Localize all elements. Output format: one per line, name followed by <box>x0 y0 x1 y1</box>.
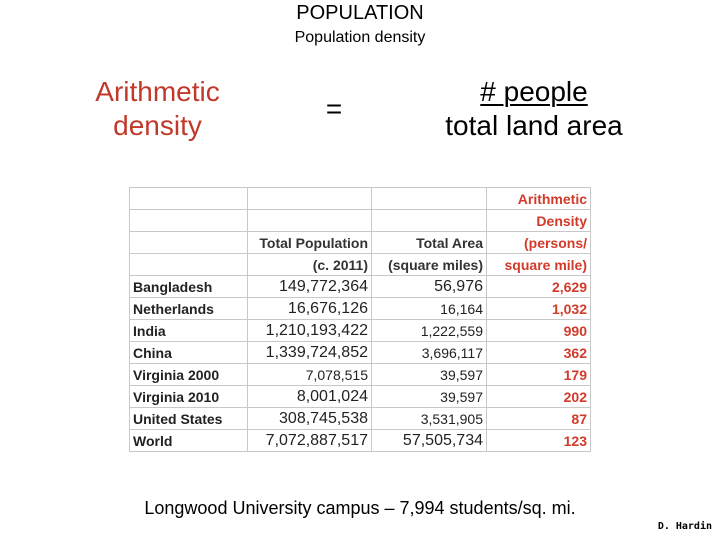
density-formula-fraction: # people total land area <box>412 75 656 143</box>
area-cell: 57,505,734 <box>371 429 487 452</box>
density-cell: 87 <box>486 407 591 430</box>
density-cell: 362 <box>486 341 591 364</box>
table-row: Virginia 2000 7,078,515 39,597 179 <box>129 363 591 386</box>
area-cell: 3,696,117 <box>371 341 487 364</box>
density-cell: 2,629 <box>486 275 591 298</box>
table-row: United States 308,745,538 3,531,905 87 <box>129 407 591 430</box>
equals-sign: = <box>325 93 343 124</box>
place-cell: China <box>129 341 248 364</box>
area-cell: 39,597 <box>371 363 487 386</box>
table-row: Virginia 2010 8,001,024 39,597 202 <box>129 385 591 408</box>
header-cell: Arithmetic <box>486 187 591 210</box>
term-line-2: density <box>113 110 202 141</box>
area-cell: 16,164 <box>371 297 487 320</box>
density-cell: 990 <box>486 319 591 342</box>
table-row: China 1,339,724,852 3,696,117 362 <box>129 341 591 364</box>
header-cell <box>129 253 248 276</box>
population-cell: 149,772,364 <box>247 275 372 298</box>
header-cell <box>371 209 487 232</box>
population-cell: 7,078,515 <box>247 363 372 386</box>
table-header-row: (c. 2011) (square miles) square mile) <box>129 253 591 276</box>
population-cell: 7,072,887,517 <box>247 429 372 452</box>
header-cell <box>371 187 487 210</box>
area-cell: 3,531,905 <box>371 407 487 430</box>
header-cell: Total Area <box>371 231 487 254</box>
population-cell: 1,339,724,852 <box>247 341 372 364</box>
header-cell: (square miles) <box>371 253 487 276</box>
place-cell: United States <box>129 407 248 430</box>
place-cell: India <box>129 319 248 342</box>
population-cell: 308,745,538 <box>247 407 372 430</box>
density-cell: 123 <box>486 429 591 452</box>
place-cell: World <box>129 429 248 452</box>
table-row: India 1,210,193,422 1,222,559 990 <box>129 319 591 342</box>
population-cell: 16,676,126 <box>247 297 372 320</box>
campus-density-note: Longwood University campus – 7,994 stude… <box>144 498 576 518</box>
place-cell: Bangladesh <box>129 275 248 298</box>
table-row: Bangladesh 149,772,364 56,976 2,629 <box>129 275 591 298</box>
formula-denominator: total land area <box>445 110 623 141</box>
table-row: Netherlands 16,676,126 16,164 1,032 <box>129 297 591 320</box>
header-cell <box>247 187 372 210</box>
area-cell: 39,597 <box>371 385 487 408</box>
author-credit: D. Hardin <box>657 521 712 532</box>
population-cell: 1,210,193,422 <box>247 319 372 342</box>
header-cell <box>129 209 248 232</box>
table-header-row: Density <box>129 209 591 232</box>
header-cell: (c. 2011) <box>247 253 372 276</box>
area-cell: 56,976 <box>371 275 487 298</box>
density-table: Arithmetic Density Total Population Tota… <box>129 187 591 452</box>
density-cell: 179 <box>486 363 591 386</box>
table-row: World 7,072,887,517 57,505,734 123 <box>129 429 591 452</box>
arithmetic-density-term: Arithmetic density <box>60 75 255 143</box>
area-cell: 1,222,559 <box>371 319 487 342</box>
density-cell: 1,032 <box>486 297 591 320</box>
table-header-row: Arithmetic <box>129 187 591 210</box>
table-header-row: Total Population Total Area (persons/ <box>129 231 591 254</box>
slide-title: POPULATION <box>296 2 424 24</box>
formula-numerator: # people <box>480 76 588 107</box>
place-cell: Virginia 2010 <box>129 385 248 408</box>
place-cell: Netherlands <box>129 297 248 320</box>
slide-subtitle: Population density <box>294 29 426 46</box>
header-cell: square mile) <box>486 253 591 276</box>
header-cell <box>247 209 372 232</box>
header-cell: Total Population <box>247 231 372 254</box>
header-cell <box>129 187 248 210</box>
term-line-1: Arithmetic <box>95 76 220 107</box>
population-cell: 8,001,024 <box>247 385 372 408</box>
header-cell: (persons/ <box>486 231 591 254</box>
header-cell: Density <box>486 209 591 232</box>
header-cell <box>129 231 248 254</box>
place-cell: Virginia 2000 <box>129 363 248 386</box>
density-cell: 202 <box>486 385 591 408</box>
